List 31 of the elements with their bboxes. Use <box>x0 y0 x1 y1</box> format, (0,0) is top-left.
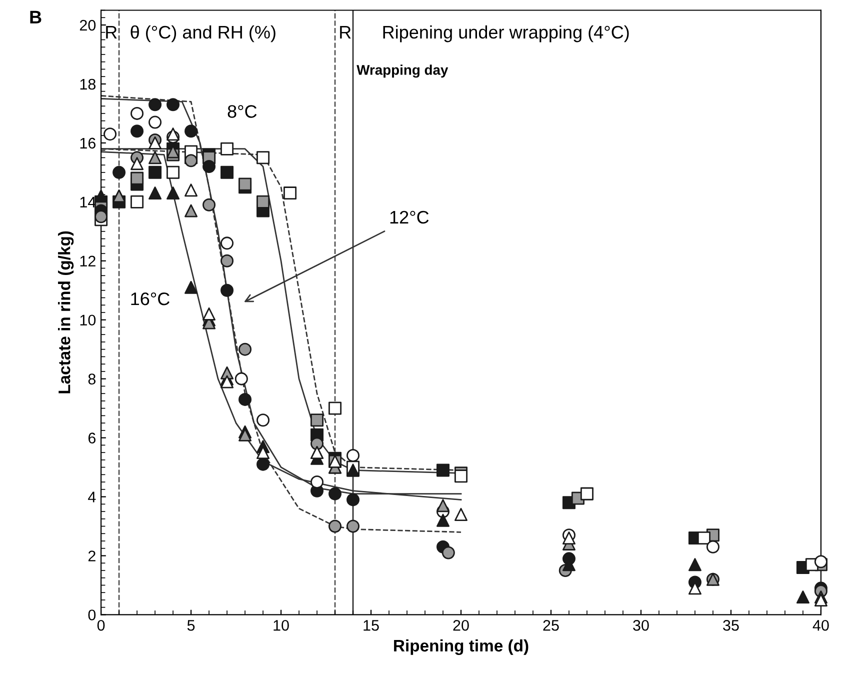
x-tick-label: 25 <box>543 620 559 631</box>
x-tick-label: 5 <box>187 620 195 631</box>
y-tick-label: 18 <box>80 78 96 90</box>
y-tick-label: 2 <box>88 550 96 562</box>
y-tick-label: 6 <box>88 432 96 444</box>
annotation: Ripening under wrapping (4°C) <box>383 25 629 42</box>
text: B <box>30 10 42 24</box>
y-axis-title: Lactate in rind (g/kg) <box>58 231 74 394</box>
annotation: R <box>340 26 351 38</box>
x-tick-label: 15 <box>364 620 379 631</box>
x-tick-label: 30 <box>633 620 649 631</box>
x-tick-label: 35 <box>723 620 739 631</box>
x-tick-label: 20 <box>453 620 469 631</box>
x-tick-label: 40 <box>812 620 829 631</box>
annotation: Wrapping day <box>356 64 448 78</box>
y-tick-label: 16 <box>80 138 96 149</box>
annotation: 12°C <box>390 210 429 224</box>
y-tick-label: 10 <box>80 314 96 326</box>
annotation: θ (°C) and RH (%) <box>130 25 276 42</box>
x-tick-label: 0 <box>97 620 105 631</box>
y-tick-label: 14 <box>80 196 96 208</box>
x-tick-label: 10 <box>274 620 289 631</box>
y-tick-label: 12 <box>80 256 96 266</box>
x-axis-title: Ripening time (d) <box>394 639 528 655</box>
y-tick-label: 8 <box>88 374 96 384</box>
annotation: 8°C <box>228 105 257 118</box>
annotation: 16°C <box>131 292 170 306</box>
y-tick-label: 4 <box>88 492 96 502</box>
annotation: R <box>106 26 117 38</box>
y-tick-label: 20 <box>80 20 96 31</box>
y-tick-label: 0 <box>88 610 96 620</box>
